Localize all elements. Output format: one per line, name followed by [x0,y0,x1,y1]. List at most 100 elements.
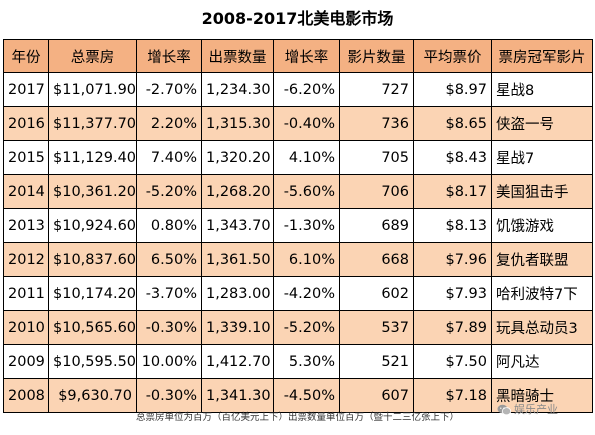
table-cell: 689 [339,208,414,243]
table-cell: 玩具总动员3 [491,310,593,345]
column-header: 年份 [3,39,49,73]
table-cell: $8.17 [413,174,492,209]
table-cell: 2011 [3,276,49,311]
table-cell: 10.00% [136,344,202,379]
table-row: 2012 $10,837.60 6.50% 1,361.50 6.10% 668 $7.96… [3,242,593,277]
table-cell: 美国狙击手 [491,174,593,209]
table-cell: -0.30% [136,378,202,413]
table-cell: 星战8 [491,72,593,107]
watermark-text: 娱乐产业 [514,403,558,416]
table-cell: 706 [339,174,414,209]
table-cell: $10,837.60 [48,242,137,277]
table-cell: 2017 [3,72,49,107]
table-cell: 602 [339,276,414,311]
table-cell: $11,071.90 [48,72,137,107]
footnote: 总票房单位为百万（百亿美元上下）出票数量单位百万（暨十二三亿张上下） [135,412,459,423]
table-cell: 2008 [3,378,49,413]
table-row: 2008 $9,630.70 -0.30% 1,341.30 -4.50% 607 $7.1… [3,378,593,413]
watermark: 娱乐产业 [497,400,558,420]
table-cell: -0.40% [273,106,340,141]
table-cell: 哈利波特7下 [491,276,593,311]
table-cell: -5.20% [273,310,340,345]
table-cell: 6.10% [273,242,340,277]
table-cell: 2016 [3,106,49,141]
table-cell: -4.50% [273,378,340,413]
table-cell: 2009 [3,344,49,379]
table-cell: 1,283.00 [201,276,274,311]
table-cell: 668 [339,242,414,277]
table-cell: $10,565.60 [48,310,137,345]
table-cell: 1,361.50 [201,242,274,277]
table-cell: 736 [339,106,414,141]
table-row: 2009 $10,595.50 10.00% 1,412.70 5.30% 521 $7.5… [3,344,593,379]
table-row: 2010 $10,565.60 -0.30% 1,339.10 -5.20% 537 $7.… [3,310,593,345]
table-cell: $11,129.40 [48,140,137,175]
column-header: 出票数量 [201,39,274,73]
table-cell: -6.20% [273,72,340,107]
table-row: 2015 $11,129.40 7.40% 1,320.20 4.10% 705 $8.43… [3,140,593,175]
table-cell: 阿凡达 [491,344,593,379]
table-cell: 2015 [3,140,49,175]
table-cell: 7.40% [136,140,202,175]
table-cell: 6.50% [136,242,202,277]
table-cell: $7.93 [413,276,492,311]
table-cell: 4.10% [273,140,340,175]
table-cell: $11,377.70 [48,106,137,141]
column-header: 增长率 [136,39,202,73]
table-cell: $8.97 [413,72,492,107]
table-cell: $10,361.20 [48,174,137,209]
table-cell: 1,339.10 [201,310,274,345]
table-cell: 2012 [3,242,49,277]
header-row: 年份 总票房 增长率 出票数量 增长率 影片数量 平均票价 票房冠军影片 [3,39,593,73]
table-cell: 521 [339,344,414,379]
table-cell: -3.70% [136,276,202,311]
wechat-icon [497,404,511,416]
table-cell: -4.20% [273,276,340,311]
table-cell: $10,595.50 [48,344,137,379]
table-cell: $7.96 [413,242,492,277]
table-cell: 1,234.30 [201,72,274,107]
table-cell: $7.89 [413,310,492,345]
table-row: 2016 $11,377.70 2.20% 1,315.30 -0.40% 736 $8.6… [3,106,593,141]
column-header: 票房冠军影片 [491,39,593,73]
table-cell: $10,924.60 [48,208,137,243]
table-cell: $8.13 [413,208,492,243]
table-cell: 537 [339,310,414,345]
column-header: 平均票价 [413,39,492,73]
table-cell: 1,412.70 [201,344,274,379]
table-cell: 727 [339,72,414,107]
table-cell: 607 [339,378,414,413]
column-header: 增长率 [273,39,340,73]
table-cell: 1,315.30 [201,106,274,141]
table-cell: -1.30% [273,208,340,243]
table-cell: 2014 [3,174,49,209]
table-cell: $10,174.20 [48,276,137,311]
table-row: 2014 $10,361.20 -5.20% 1,268.20 -5.60% 706 $8.… [3,174,593,209]
table-title: 2008-2017北美电影市场 [201,9,394,28]
table-cell: -0.30% [136,310,202,345]
column-header: 影片数量 [339,39,414,73]
table-row: 2017 $11,071.90 -2.70% 1,234.30 -6.20% 727 $8.… [3,72,593,107]
table-cell: -5.20% [136,174,202,209]
box-office-table: 年份 总票房 增长率 出票数量 增长率 影片数量 平均票价 票房冠军影片 201… [3,39,593,413]
table-cell: 2010 [3,310,49,345]
table-cell: 0.80% [136,208,202,243]
table-cell: 复仇者联盟 [491,242,593,277]
table-cell: 5.30% [273,344,340,379]
table-cell: 2013 [3,208,49,243]
table-cell: 黑暗骑士 [491,378,593,413]
table-cell: $7.50 [413,344,492,379]
table-cell: $8.43 [413,140,492,175]
table-row: 2011 $10,174.20 -3.70% 1,283.00 -4.20% 602 $7.… [3,276,593,311]
table-cell: 2.20% [136,106,202,141]
table-cell: 饥饿游戏 [491,208,593,243]
table-cell: 侠盗一号 [491,106,593,141]
table-cell: -5.60% [273,174,340,209]
table-row: 2013 $10,924.60 0.80% 1,343.70 -1.30% 689 $8.1… [3,208,593,243]
table-cell: $8.65 [413,106,492,141]
table-cell: 1,343.70 [201,208,274,243]
table-cell: 705 [339,140,414,175]
table-cell: 星战7 [491,140,593,175]
table-cell: -2.70% [136,72,202,107]
table-cell: 1,268.20 [201,174,274,209]
